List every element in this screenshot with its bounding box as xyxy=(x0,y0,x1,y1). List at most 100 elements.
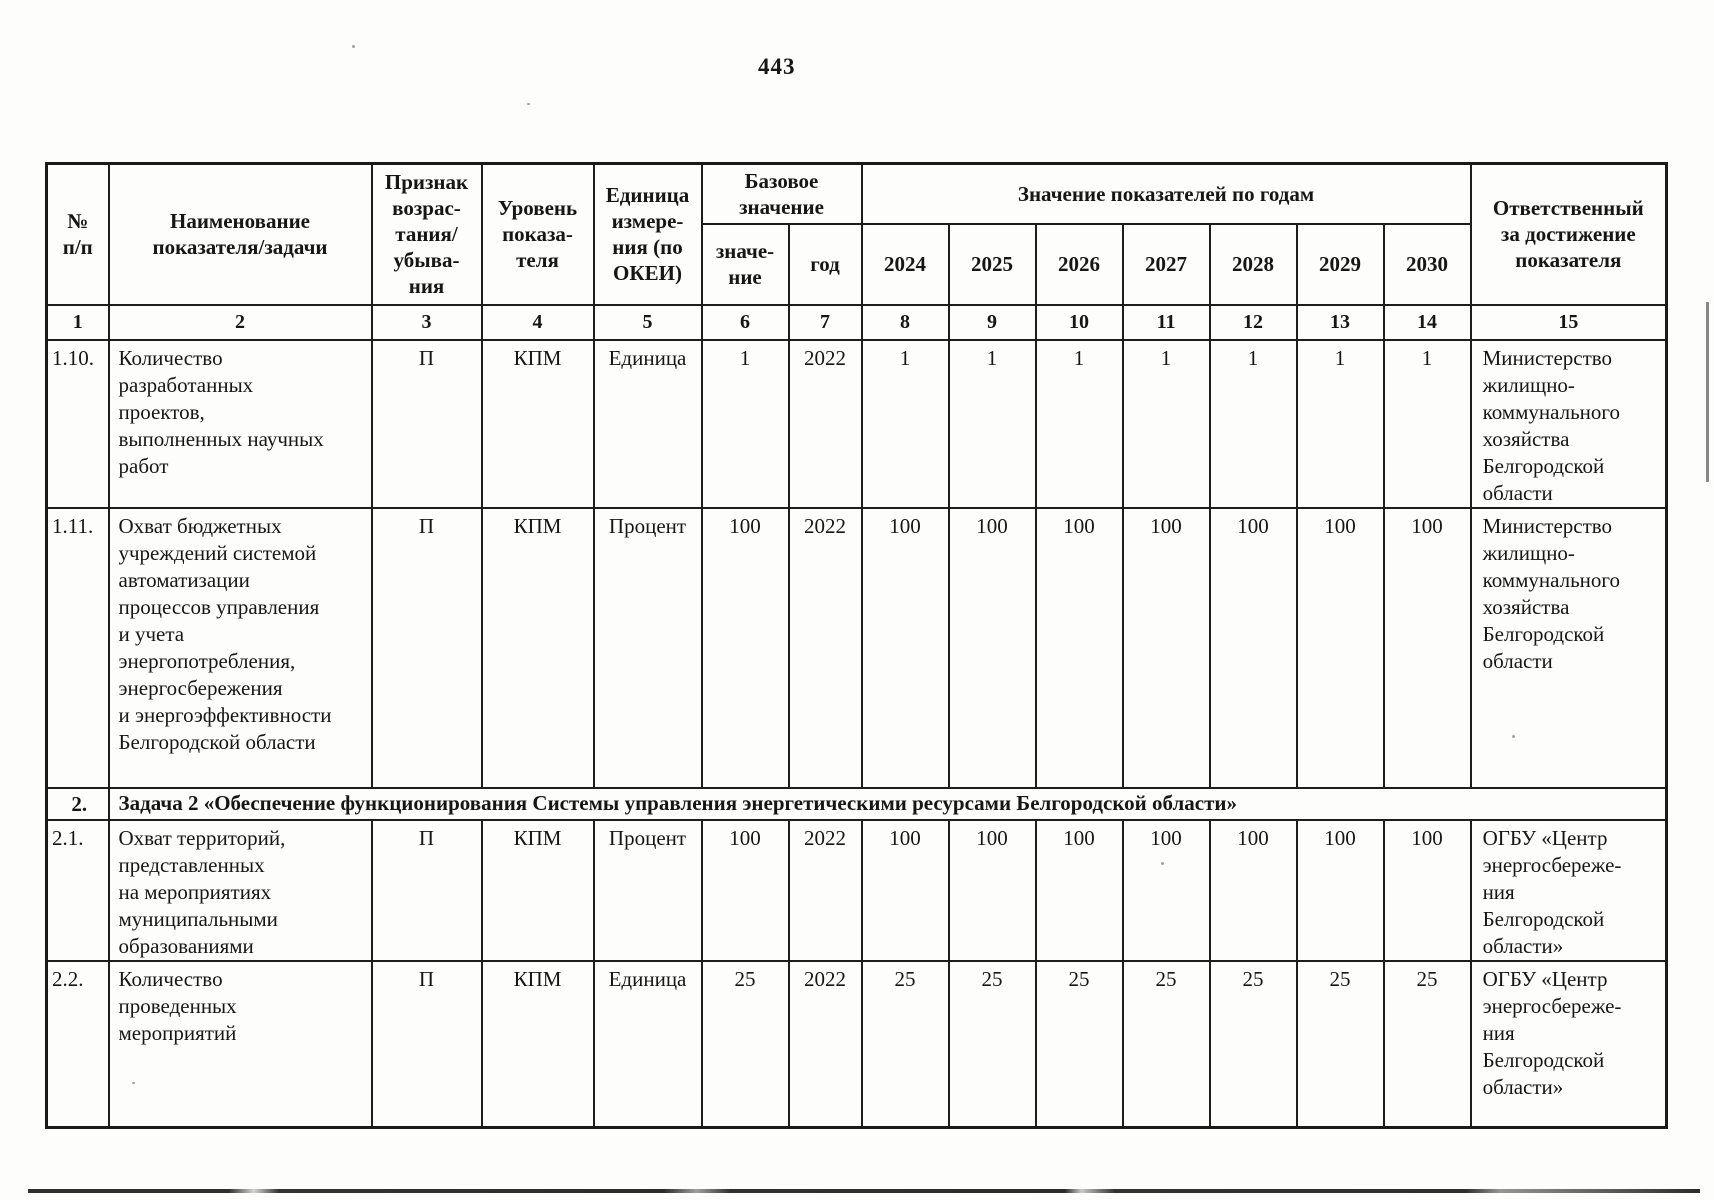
responsible: Министерство жилищно- коммунального хозя… xyxy=(1469,338,1668,509)
unit: Единица xyxy=(592,338,703,509)
header-base-group: Базовое значение xyxy=(700,162,863,225)
year-value: 100 xyxy=(860,506,950,789)
indicator-level: КПМ xyxy=(480,506,595,789)
header-year: 2026 xyxy=(1034,222,1124,306)
unit: Процент xyxy=(592,818,703,962)
base-value: 1 xyxy=(700,338,790,509)
year-value: 1 xyxy=(947,338,1037,509)
year-value: 100 xyxy=(1295,818,1385,962)
col-number: 6 xyxy=(700,303,790,341)
responsible: Министерство жилищно- коммунального хозя… xyxy=(1469,506,1668,789)
indicator-level: КПМ xyxy=(480,959,595,1129)
responsible: ОГБУ «Центр энергосбереже- ния Белгородс… xyxy=(1469,818,1668,962)
year-value: 25 xyxy=(1034,959,1124,1129)
indicator-name: Охват бюджетных учреждений системой авто… xyxy=(107,506,373,789)
col-number: 2 xyxy=(107,303,373,341)
header-responsible: Ответственный за достижение показателя xyxy=(1469,162,1668,306)
year-value: 1 xyxy=(1382,338,1472,509)
col-number: 12 xyxy=(1208,303,1298,341)
header-name: Наименование показателя/задачи xyxy=(107,162,373,306)
table-row: 1.11. Охват бюджетных учреждений системо… xyxy=(45,506,1668,789)
scan-artifact-edge xyxy=(1706,302,1709,482)
year-value: 1 xyxy=(860,338,950,509)
header-year: 2024 xyxy=(860,222,950,306)
scan-speck xyxy=(1161,862,1164,865)
col-number: 1 xyxy=(45,303,110,341)
year-value: 1 xyxy=(1208,338,1298,509)
base-year: 2022 xyxy=(787,959,863,1129)
col-number: 4 xyxy=(480,303,595,341)
indicator-name: Охват территорий, представленных на меро… xyxy=(107,818,373,962)
base-value: 100 xyxy=(700,818,790,962)
header-year: 2027 xyxy=(1121,222,1211,306)
year-value: 100 xyxy=(1121,506,1211,789)
row-number: 2.1. xyxy=(45,818,110,962)
year-value: 25 xyxy=(1121,959,1211,1129)
year-value: 100 xyxy=(860,818,950,962)
growth-sign: П xyxy=(370,506,483,789)
base-year: 2022 xyxy=(787,338,863,509)
header-row-1: № п/п Наименование показателя/задачи При… xyxy=(45,162,1668,306)
year-value: 1 xyxy=(1121,338,1211,509)
col-number: 3 xyxy=(370,303,483,341)
header-row-2: значе- ние год 2024 2025 2026 2027 2028 … xyxy=(47,222,1667,306)
scan-speck xyxy=(352,45,355,48)
scan-speck xyxy=(132,1082,135,1084)
task-title: Задача 2 «Обеспечение функционирования С… xyxy=(107,786,1668,821)
row-number: 2.2. xyxy=(45,959,110,1129)
growth-sign: П xyxy=(370,338,483,509)
year-value: 100 xyxy=(947,818,1037,962)
task-row: 2. Задача 2 «Обеспечение функционировани… xyxy=(45,786,1668,821)
header-year: 2029 xyxy=(1295,222,1385,306)
task-number: 2. xyxy=(45,786,110,821)
base-year: 2022 xyxy=(787,818,863,962)
col-number: 11 xyxy=(1121,303,1211,341)
col-number: 14 xyxy=(1382,303,1472,341)
year-value: 25 xyxy=(1295,959,1385,1129)
growth-sign: П xyxy=(370,959,483,1129)
indicator-name: Количество разработанных проектов, выпол… xyxy=(107,338,373,509)
scan-speck xyxy=(1512,735,1515,738)
year-value: 25 xyxy=(1208,959,1298,1129)
table-row: 2.1. Охват территорий, представленных на… xyxy=(45,818,1668,962)
year-value: 100 xyxy=(1382,506,1472,789)
unit: Процент xyxy=(592,506,703,789)
header-year: 2028 xyxy=(1208,222,1298,306)
header-years-group: Значение показателей по годам xyxy=(860,162,1472,225)
year-value: 25 xyxy=(860,959,950,1129)
header-unit: Единица измере- ния (по ОКЕИ) xyxy=(592,162,703,306)
year-value: 100 xyxy=(947,506,1037,789)
header-base-value: значе- ние xyxy=(700,222,790,306)
table-row: 1.10. Количество разработанных проектов,… xyxy=(45,338,1668,509)
header-year: 2030 xyxy=(1382,222,1472,306)
row-number: 1.11. xyxy=(45,506,110,789)
indicator-name: Количество проведенных мероприятий xyxy=(107,959,373,1129)
header-no: № п/п xyxy=(45,162,110,306)
year-value: 100 xyxy=(1208,506,1298,789)
col-number: 9 xyxy=(947,303,1037,341)
col-number: 8 xyxy=(860,303,950,341)
indicator-level: КПМ xyxy=(480,818,595,962)
column-numbers-row: 1 2 3 4 5 6 7 8 9 10 11 12 13 14 15 xyxy=(45,303,1668,341)
year-value: 1 xyxy=(1295,338,1385,509)
scan-speck xyxy=(527,103,530,105)
year-value: 25 xyxy=(1382,959,1472,1129)
page-number: 443 xyxy=(758,54,796,79)
base-value: 100 xyxy=(700,506,790,789)
table-row: 2.2. Количество проведенных мероприятий … xyxy=(45,959,1668,1129)
indicator-level: КПМ xyxy=(480,338,595,509)
header-level: Уровень показа- теля xyxy=(480,162,595,306)
year-value: 100 xyxy=(1034,818,1124,962)
indicators-table: № п/п Наименование показателя/задачи При… xyxy=(45,162,1669,1129)
base-value: 25 xyxy=(700,959,790,1129)
year-value: 100 xyxy=(1034,506,1124,789)
header-base-year: год xyxy=(787,222,863,306)
year-value: 100 xyxy=(1382,818,1472,962)
unit: Единица xyxy=(592,959,703,1129)
year-value: 100 xyxy=(1208,818,1298,962)
year-value: 100 xyxy=(1121,818,1211,962)
col-number: 13 xyxy=(1295,303,1385,341)
year-value: 25 xyxy=(947,959,1037,1129)
year-value: 1 xyxy=(1034,338,1124,509)
